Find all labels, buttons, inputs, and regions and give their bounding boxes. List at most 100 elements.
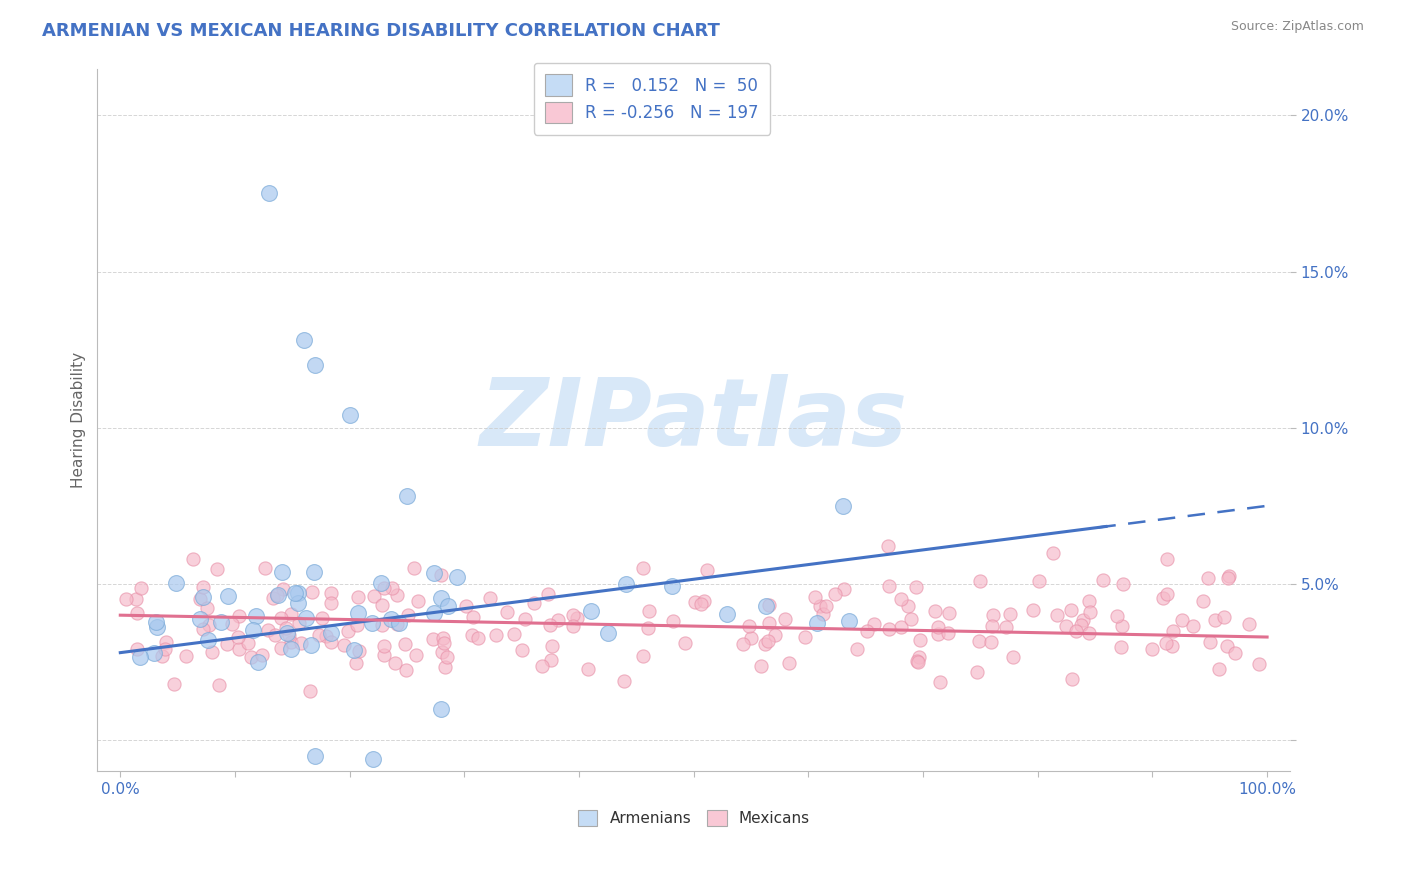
Point — [321, 626, 343, 640]
Point — [1199, 635, 1222, 649]
Point — [749, 659, 772, 673]
Point — [155, 635, 177, 649]
Point — [270, 641, 292, 656]
Point — [370, 576, 392, 591]
Point — [547, 613, 569, 627]
Point — [363, 589, 385, 603]
Point — [998, 607, 1021, 622]
Point — [1028, 574, 1050, 588]
Point — [315, 629, 337, 643]
Point — [877, 579, 900, 593]
Point — [193, 581, 215, 595]
Point — [461, 628, 484, 642]
Point — [929, 674, 952, 689]
Point — [924, 604, 946, 618]
Point — [344, 657, 367, 671]
Point — [456, 599, 478, 614]
Point — [1181, 619, 1204, 633]
Point — [205, 562, 228, 576]
Point — [1077, 626, 1099, 640]
Point — [1216, 640, 1239, 654]
Point — [388, 616, 411, 631]
Point — [1054, 619, 1077, 633]
Point — [423, 606, 446, 620]
Point — [1218, 569, 1240, 583]
Point — [346, 618, 368, 632]
Point — [385, 617, 408, 632]
Point — [150, 649, 173, 664]
Point — [673, 636, 696, 650]
Point — [385, 589, 408, 603]
Point — [1060, 672, 1083, 686]
Point — [897, 599, 920, 613]
Point — [846, 642, 869, 657]
Point — [321, 595, 343, 609]
Point — [1156, 587, 1178, 601]
Point — [690, 597, 713, 611]
Point — [252, 648, 274, 663]
Point — [319, 635, 342, 649]
Point — [405, 648, 427, 663]
Point — [927, 626, 949, 640]
Point — [247, 655, 270, 669]
Point — [174, 648, 197, 663]
Point — [271, 566, 294, 580]
Point — [613, 673, 636, 688]
Point — [814, 599, 837, 613]
Point — [245, 609, 267, 624]
Point — [304, 748, 326, 763]
Point — [127, 606, 149, 620]
Point — [530, 659, 553, 673]
Point — [259, 186, 281, 201]
Point — [638, 604, 661, 618]
Point — [1105, 608, 1128, 623]
Point — [863, 617, 886, 632]
Point — [510, 643, 533, 657]
Point — [270, 611, 292, 625]
Point — [877, 622, 900, 636]
Point — [496, 605, 519, 619]
Point — [1142, 642, 1164, 657]
Point — [304, 358, 326, 372]
Point — [346, 606, 368, 620]
Point — [436, 599, 458, 614]
Point — [276, 621, 298, 635]
Point — [502, 627, 524, 641]
Point — [228, 630, 250, 644]
Point — [1197, 571, 1219, 585]
Point — [125, 591, 148, 606]
Point — [980, 635, 1002, 649]
Point — [1060, 603, 1083, 617]
Point — [349, 644, 371, 658]
Point — [298, 684, 321, 698]
Point — [1223, 646, 1246, 660]
Point — [1091, 574, 1114, 588]
Point — [1109, 640, 1132, 654]
Point — [890, 620, 912, 634]
Point — [1066, 624, 1088, 639]
Point — [910, 633, 932, 648]
Point — [969, 574, 991, 588]
Point — [181, 552, 204, 566]
Point — [938, 606, 960, 620]
Point — [716, 607, 738, 621]
Point — [242, 623, 264, 637]
Point — [299, 638, 322, 652]
Point — [1192, 594, 1215, 608]
Point — [188, 612, 211, 626]
Point — [838, 614, 860, 628]
Point — [773, 612, 796, 626]
Point — [579, 604, 602, 618]
Point — [813, 607, 835, 621]
Point — [967, 634, 990, 648]
Point — [266, 588, 288, 602]
Point — [395, 663, 418, 677]
Point — [191, 590, 214, 604]
Point — [287, 596, 309, 610]
Point — [538, 618, 561, 632]
Point — [284, 585, 307, 599]
Point — [1112, 577, 1135, 591]
Point — [1237, 617, 1260, 632]
Point — [254, 561, 277, 575]
Point — [1042, 546, 1064, 560]
